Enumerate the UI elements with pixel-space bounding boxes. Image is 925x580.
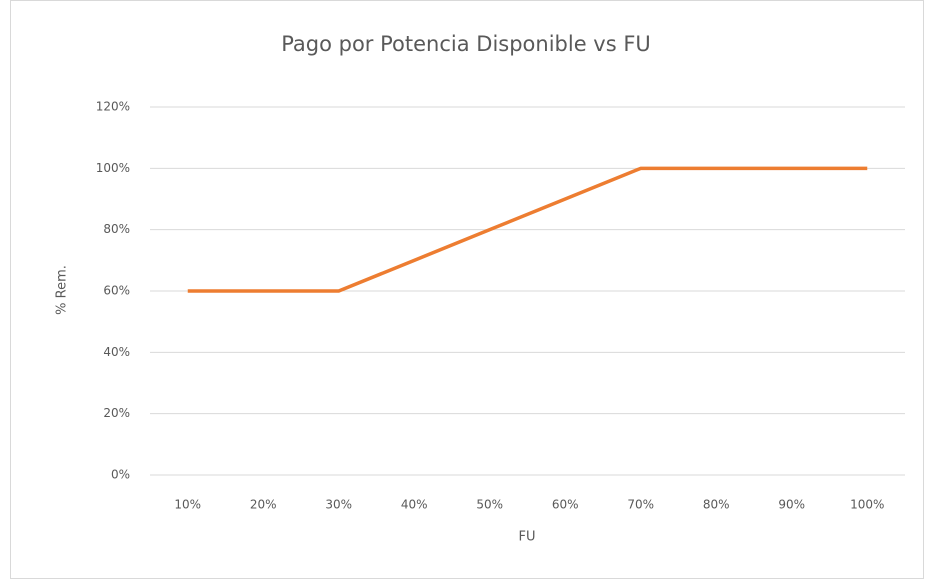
y-tick-label: 20% [103,406,130,420]
x-tick-label: 40% [401,498,428,512]
x-tick-label: 50% [476,498,503,512]
chart-border [10,0,924,579]
y-tick-label: 0% [111,468,130,482]
y-tick-label: 60% [103,284,130,298]
x-axis-label: FU [519,530,536,545]
y-axis-label: % Rem. [55,265,70,315]
x-tick-label: 100% [850,498,884,512]
x-tick-label: 20% [250,498,277,512]
data-line [187,166,868,293]
x-tick-label: 30% [325,498,352,512]
y-tick-label: 120% [96,100,130,114]
chart-title: Pago por Potencia Disponible vs FU [281,32,651,56]
x-tick-label: 60% [552,498,579,512]
x-tick-label: 70% [627,498,654,512]
y-tick-label: 100% [96,161,130,175]
x-tick-label: 90% [778,498,805,512]
x-tick-label: 10% [174,498,201,512]
y-tick-label: 40% [103,345,130,359]
y-tick-label: 80% [103,222,130,236]
x-tick-label: 80% [703,498,730,512]
